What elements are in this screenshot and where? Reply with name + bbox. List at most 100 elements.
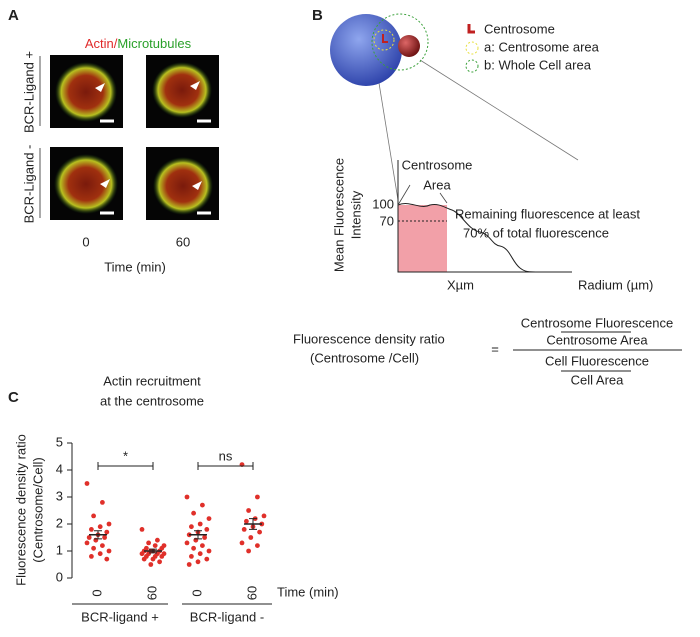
dot <box>89 527 94 532</box>
legend-text: Centrosome <box>484 21 555 36</box>
legend-icon <box>467 24 475 34</box>
dot <box>91 513 96 519</box>
formula-text: Cell Fluorescence <box>545 353 649 368</box>
dot <box>97 524 103 530</box>
region-label: Area <box>423 177 451 192</box>
legend-text: b: Whole Cell area <box>484 57 592 72</box>
tick-label: 70 <box>380 213 394 228</box>
cell-diagram <box>330 13 579 201</box>
dot <box>141 556 147 562</box>
whole-cell-area <box>371 13 429 71</box>
column-label: 60 <box>176 234 190 249</box>
y-tick-label: 3 <box>56 488 63 503</box>
dot <box>97 551 103 557</box>
x-mark: Xµm <box>447 277 474 292</box>
dot <box>246 548 252 554</box>
dot <box>91 545 96 551</box>
significance-bracket <box>197 462 254 470</box>
error-bar <box>149 548 157 554</box>
centrosome-region <box>398 205 447 272</box>
dot <box>239 540 245 546</box>
chart-title: at the centrosome <box>100 393 204 408</box>
centrosome <box>382 34 388 43</box>
dot <box>159 554 165 559</box>
dot <box>197 521 203 527</box>
formula-text: = <box>491 341 499 356</box>
annotation: 70% of total fluorescence <box>463 225 609 240</box>
dot <box>184 494 190 500</box>
formula-text: (Centrosome /Cell) <box>310 350 419 365</box>
centrosome-area <box>373 29 395 51</box>
dot <box>200 502 205 508</box>
dot <box>100 543 105 548</box>
formula: Fluorescence density ratio (Centrosome /… <box>293 315 682 387</box>
y-axis-label: Fluorescence density ratio <box>13 434 28 586</box>
x-tick-label: 60 <box>144 586 159 600</box>
dot <box>246 508 252 513</box>
dot <box>257 529 262 535</box>
x-tick-label: 0 <box>89 589 104 596</box>
cell <box>152 62 212 118</box>
dot <box>84 481 90 486</box>
dot <box>191 510 197 516</box>
dot <box>189 524 194 530</box>
axis-label: Radium (µm) <box>578 277 653 292</box>
formula-text: Fluorescence density ratio <box>293 331 445 346</box>
chart-title: Actin recruitment <box>103 373 201 388</box>
legend-text: a: Centrosome area <box>484 39 600 54</box>
legend-icon <box>465 41 479 55</box>
dot <box>191 545 197 551</box>
dot <box>261 513 267 519</box>
formula-text: Centrosome Area <box>546 332 648 347</box>
pointer-lines <box>397 184 448 206</box>
dot <box>195 559 201 565</box>
axis-label: Intensity <box>348 190 363 239</box>
profile-curve <box>397 203 541 273</box>
dot <box>89 554 94 559</box>
panel-label: B <box>312 7 323 24</box>
dot <box>200 543 205 548</box>
row-label: BCR-Ligand - <box>21 145 36 224</box>
scale-bars <box>100 119 211 215</box>
dot <box>139 527 145 532</box>
dot <box>184 540 190 546</box>
significance-label: * <box>123 448 128 463</box>
dot <box>155 537 160 543</box>
error-bar <box>94 530 102 540</box>
dot <box>206 516 212 521</box>
annotation: Remaining fluorescence at least <box>455 206 640 221</box>
dot <box>106 521 112 527</box>
x-tick-label: 60 <box>244 586 259 600</box>
y-tick-label: 2 <box>56 515 63 530</box>
legend-icon <box>465 59 479 73</box>
panel-label: A <box>8 7 19 24</box>
x-tick-label: 0 <box>189 589 204 596</box>
significance-label: ns <box>219 448 233 463</box>
row-label: BCR-Ligand + <box>21 51 36 133</box>
cell <box>55 62 117 122</box>
dot <box>206 548 212 554</box>
profile-graph <box>397 160 572 273</box>
region-label: Centrosome <box>402 157 473 172</box>
dot <box>255 494 260 500</box>
dot <box>106 548 112 554</box>
dot <box>146 540 152 546</box>
column-label: 0 <box>82 234 89 249</box>
dot <box>255 543 260 548</box>
panel-label: C <box>8 389 19 406</box>
dot <box>197 551 203 557</box>
dot <box>202 535 208 540</box>
y-tick-label: 5 <box>56 434 63 449</box>
dot <box>86 535 92 540</box>
dot <box>100 500 105 505</box>
title-part: Actin/ <box>85 36 118 51</box>
dot <box>186 562 192 567</box>
dot <box>152 543 158 548</box>
tick-label: 100 <box>372 196 394 211</box>
formula-text: Cell Area <box>571 372 625 387</box>
dot <box>248 535 254 540</box>
error-bar <box>249 518 257 530</box>
cell <box>54 154 118 214</box>
dot <box>102 535 107 540</box>
